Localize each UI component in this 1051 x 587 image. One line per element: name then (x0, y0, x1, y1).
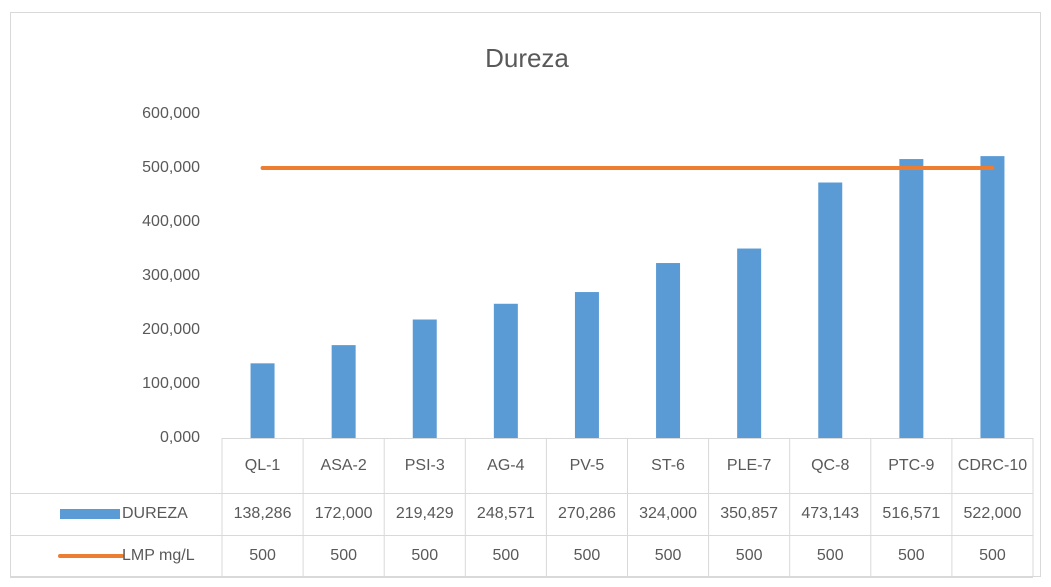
bar (980, 156, 1005, 438)
x-tick-label-box: PSI-3 (404, 456, 445, 474)
data-table-cell: 500 (898, 547, 925, 564)
data-table-cell: 350,857 (720, 505, 778, 522)
x-tick-label-box: ST-6 (651, 456, 685, 474)
data-table-cell: 522,000 (964, 505, 1022, 522)
bar (331, 345, 356, 438)
chart-border (10, 12, 1041, 577)
x-tick-label-box: PV-5 (569, 456, 605, 474)
legend-key (60, 509, 120, 519)
chart-title: Dureza (485, 43, 569, 73)
x-tick-label: ASA-2 (320, 456, 367, 474)
data-table-cell: 500 (655, 547, 682, 564)
data-table-cell: 500 (979, 547, 1006, 564)
data-table-cell: 500 (736, 547, 763, 564)
y-tick-label: 500,000 (142, 159, 200, 176)
bar (818, 182, 843, 438)
data-table-cell: 270,286 (558, 505, 616, 522)
x-tick-label: PTC-9 (888, 456, 935, 474)
bar (250, 363, 275, 438)
data-table-cell: 500 (249, 547, 276, 564)
bar (412, 319, 437, 438)
x-tick-label-box: ASA-2 (320, 456, 367, 474)
y-tick-label: 300,000 (142, 267, 200, 284)
bar (656, 263, 681, 438)
bar (574, 292, 599, 438)
x-tick-label-box: QC-8 (811, 456, 850, 474)
data-table-cell: 172,000 (315, 505, 373, 522)
x-tick-label: PLE-7 (726, 456, 772, 474)
x-tick-label-box: QL-1 (244, 456, 281, 474)
bar (493, 303, 518, 438)
y-tick-label: 200,000 (142, 321, 200, 338)
data-table-cell: 324,000 (639, 505, 697, 522)
x-tick-label-box: AG-4 (487, 456, 525, 474)
x-tick-label: AG-4 (487, 456, 525, 474)
x-tick-label: QL-1 (244, 456, 281, 474)
x-tick-label: QC-8 (811, 456, 850, 474)
x-tick-label: ST-6 (651, 456, 685, 474)
data-table-cell: 500 (330, 547, 357, 564)
x-tick-label: CDRC-10 (957, 456, 1028, 474)
y-tick-label: 400,000 (142, 213, 200, 230)
bar (737, 248, 762, 438)
x-tick-label-box: PTC-9 (888, 456, 935, 474)
y-tick-label: 600,000 (142, 105, 200, 122)
y-tick-label: 100,000 (142, 375, 200, 392)
data-table-cell: 500 (574, 547, 601, 564)
data-table-cell: 138,286 (234, 505, 292, 522)
data-table-cell: 248,571 (477, 505, 535, 522)
y-tick-label: 0,000 (160, 429, 200, 446)
x-tick-label: PSI-3 (404, 456, 445, 474)
x-tick-label: PV-5 (569, 456, 605, 474)
data-table-cell: 500 (411, 547, 438, 564)
x-tick-label-box: CDRC-10 (957, 456, 1028, 474)
data-table-cell: 500 (492, 547, 519, 564)
data-table-cell: 516,571 (882, 505, 940, 522)
x-tick-label-box: PLE-7 (726, 456, 772, 474)
legend-label: LMP mg/L (122, 547, 195, 564)
data-table-cell: 219,429 (396, 505, 454, 522)
data-table-cell: 500 (817, 547, 844, 564)
legend-label: DUREZA (122, 505, 188, 522)
bar (899, 159, 924, 438)
data-table-cell: 473,143 (801, 505, 859, 522)
